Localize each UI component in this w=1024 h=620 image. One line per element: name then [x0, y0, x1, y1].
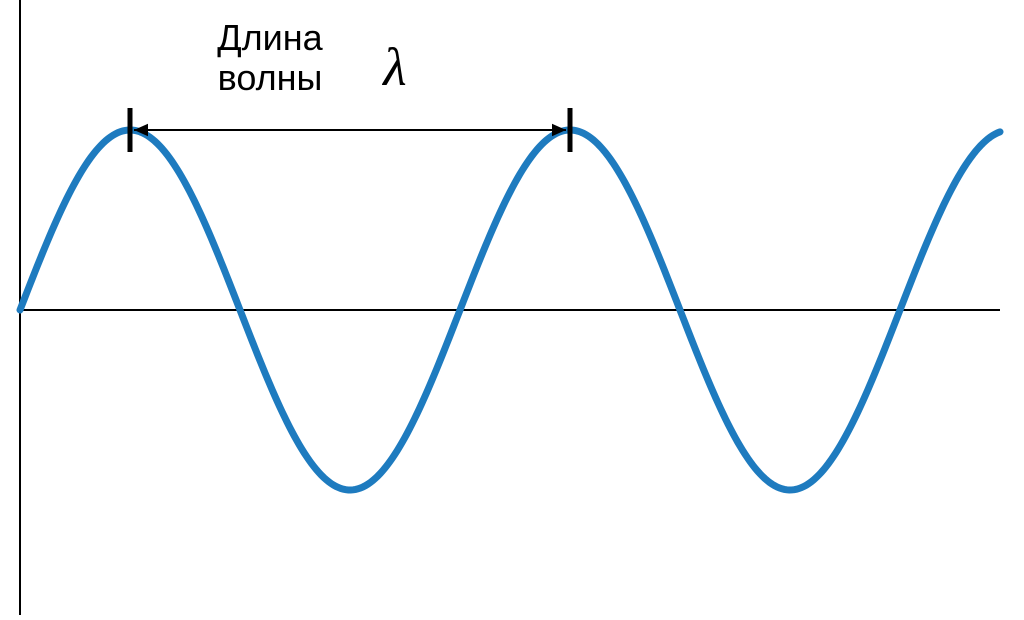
- wavelength-label-line1: Длина: [217, 17, 323, 58]
- wavelength-diagram: Длина волны λ: [0, 0, 1024, 620]
- lambda-symbol: λ: [381, 37, 406, 97]
- wavelength-label-line2: волны: [218, 57, 323, 98]
